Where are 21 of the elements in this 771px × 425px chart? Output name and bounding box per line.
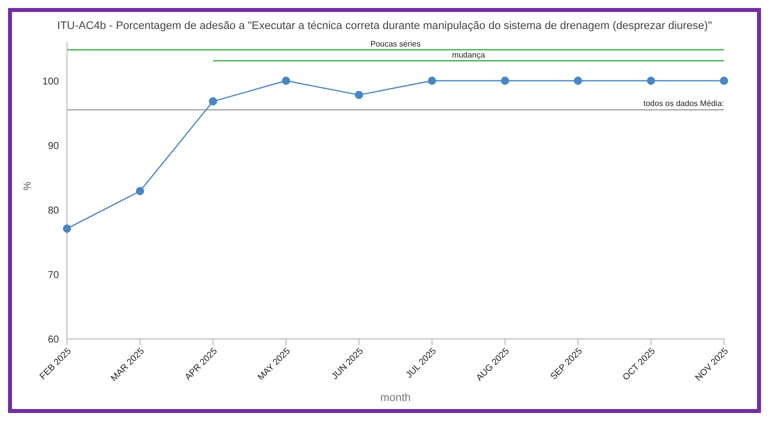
y-axis-title: % [22, 182, 34, 190]
point [282, 76, 290, 85]
series-label: Poucas séries [370, 40, 421, 49]
point [574, 76, 582, 85]
y-tick-label: 60 [48, 334, 60, 346]
point [208, 97, 218, 106]
series-label: mudança [452, 50, 486, 60]
point [62, 224, 72, 233]
y-tick-label: 100 [42, 76, 60, 88]
point [646, 76, 656, 85]
y-tick-label: 90 [48, 140, 60, 152]
chart-title: ITU-AC4b - Porcentagem de adesão a "Executar a técnica correta durante manipulação do sistema de drenagem (desprezar diurese)" [56, 19, 713, 34]
point [136, 187, 144, 196]
point [720, 76, 728, 85]
ref-line-label: todos os dados Média: [644, 98, 724, 108]
point [428, 76, 436, 85]
x-axis-title: month [380, 392, 411, 404]
point [354, 90, 364, 100]
y-tick-label: 70 [48, 270, 60, 281]
point [500, 76, 510, 85]
y-tick-label: 80 [48, 205, 60, 216]
